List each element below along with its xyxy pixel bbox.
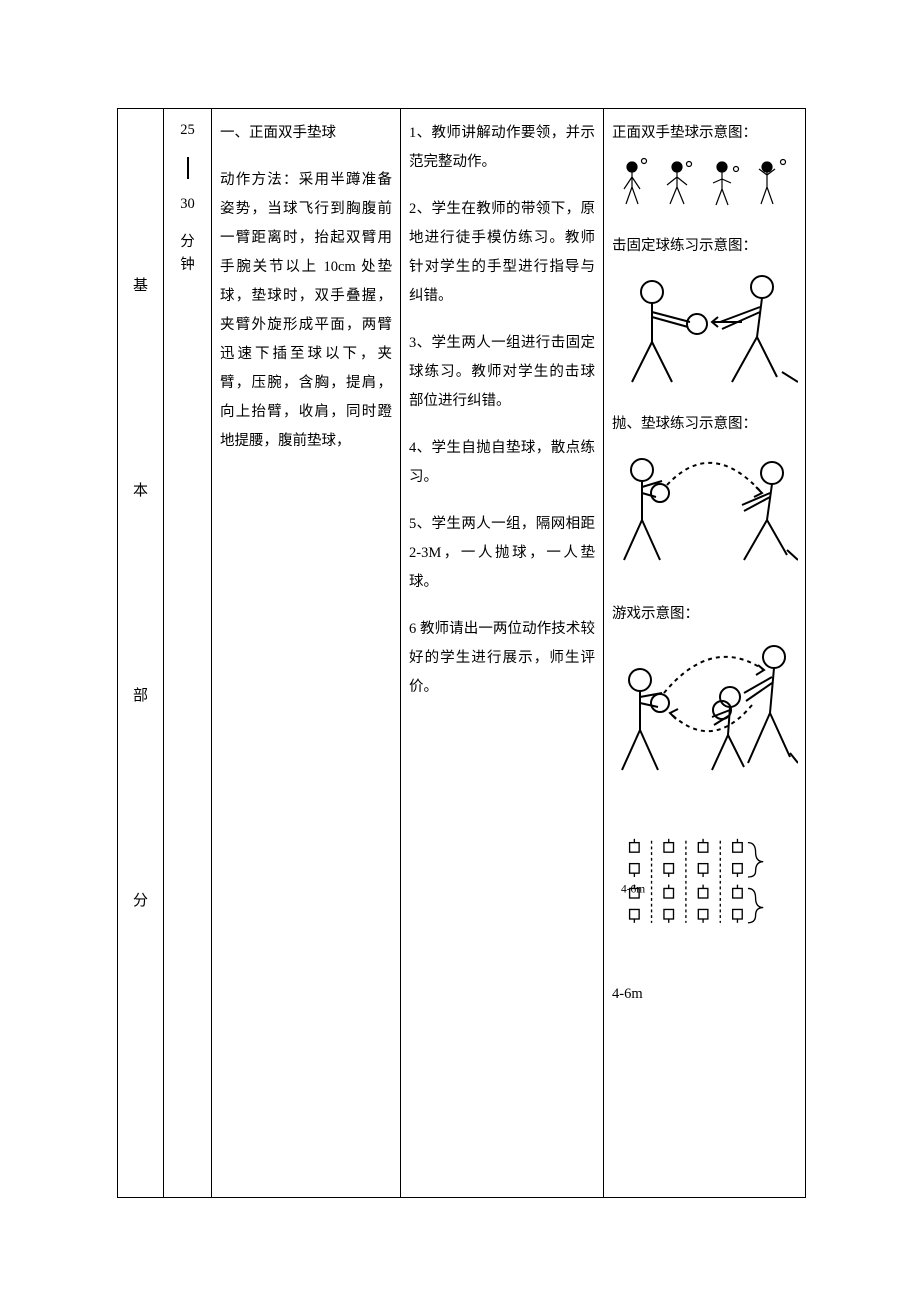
table-row: 基 本 部 分 25 30 分 钟 一、正面双手垫球 动作方法：采用半蹲准备姿势… xyxy=(118,109,806,1198)
lesson-plan-table: 基 本 部 分 25 30 分 钟 一、正面双手垫球 动作方法：采用半蹲准备姿势… xyxy=(117,108,806,1198)
formation-grid-diagram: 4-6m xyxy=(612,835,798,940)
game-diagram xyxy=(612,635,798,785)
section-char: 分 xyxy=(118,894,163,909)
activity-item: 1、教师讲解动作要领，并示范完整动作。 xyxy=(409,119,595,177)
duration-cell: 25 30 分 钟 xyxy=(164,109,212,1198)
activity-cell: 1、教师讲解动作要领，并示范完整动作。 2、学生在教师的带领下，原地进行徒手模仿… xyxy=(401,109,604,1198)
diagram-caption: 正面双手垫球示意图： xyxy=(612,119,797,148)
diagram-cell: 正面双手垫球示意图： xyxy=(604,109,806,1198)
section-char: 基 xyxy=(118,279,163,294)
activity-item: 3、学生两人一组进行击固定球练习。教师对学生的击球部位进行纠错。 xyxy=(409,329,595,416)
activity-item: 2、学生在教师的带领下，原地进行徒手模仿练习。教师针对学生的手型进行指导与纠错。 xyxy=(409,195,595,311)
section-label-cell: 基 本 部 分 xyxy=(118,109,164,1198)
duration-line: 25 xyxy=(172,119,203,142)
duration-separator xyxy=(172,156,203,179)
toss-ball-diagram xyxy=(612,445,798,570)
section-char: 部 xyxy=(118,689,163,704)
volleyball-sequence-diagram xyxy=(612,154,798,214)
duration-line: 分 xyxy=(172,231,203,254)
content-title: 一、正面双手垫球 xyxy=(220,119,392,148)
activity-item: 4、学生自抛自垫球，散点练习。 xyxy=(409,434,595,492)
grid-inner-label: 4-6m xyxy=(621,883,645,895)
diagram-caption: 击固定球练习示意图： xyxy=(612,232,797,261)
content-method: 动作方法：采用半蹲准备姿势，当球飞行到胸腹前一臂距离时，抬起双臂用手腕关节以上 … xyxy=(220,166,392,456)
content-cell: 一、正面双手垫球 动作方法：采用半蹲准备姿势，当球飞行到胸腹前一臂距离时，抬起双… xyxy=(212,109,401,1198)
duration-line: 30 xyxy=(172,193,203,216)
duration-line: 钟 xyxy=(172,254,203,277)
diagram-caption: 游戏示意图： xyxy=(612,600,797,629)
fixed-ball-diagram xyxy=(612,267,798,392)
activity-item: 5、学生两人一组，隔网相距 2-3M，一人抛球，一人垫球。 xyxy=(409,510,595,597)
section-char: 本 xyxy=(118,484,163,499)
activity-item: 6 教师请出一两位动作技术较好的学生进行展示，师生评价。 xyxy=(409,615,595,702)
grid-bottom-label: 4-6m xyxy=(612,980,797,1009)
diagram-caption: 抛、垫球练习示意图： xyxy=(612,410,797,439)
page: 基 本 部 分 25 30 分 钟 一、正面双手垫球 动作方法：采用半蹲准备姿势… xyxy=(0,0,920,1302)
